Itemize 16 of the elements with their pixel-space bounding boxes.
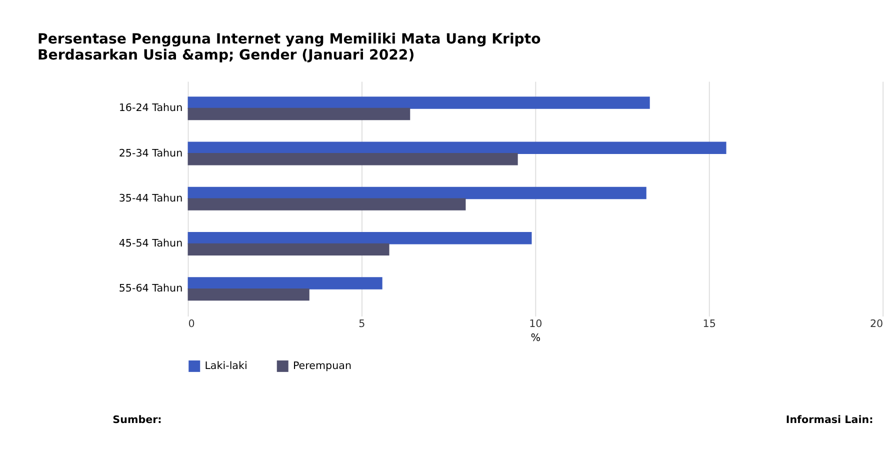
x-tick-label: 15	[702, 318, 716, 330]
x-tick-label: 5	[358, 318, 366, 330]
y-tick-label: 35-44 Tahun	[118, 192, 183, 204]
y-tick-label: 55-64 Tahun	[118, 282, 183, 295]
x-tick-label: 10	[529, 318, 542, 330]
legend-label: Laki-laki	[204, 360, 248, 372]
x-tick-label: 20	[870, 318, 884, 330]
y-tick-label: 25-34 Tahun	[118, 147, 183, 160]
chart-title: Persentase Pengguna Internet yang Memiliki Mata Uang Kripto Berdasarkan Usia &amp; Gender (Januari 2022)	[38, 32, 542, 64]
x-tick-label: 0	[188, 318, 195, 330]
legend-label: Perempuan	[292, 360, 352, 372]
y-tick-label: 45-54 Tahun	[118, 238, 183, 250]
text: Informasi Lain:	[786, 414, 874, 426]
x-axis-title: %	[530, 332, 541, 344]
text: Sumber:	[112, 414, 162, 426]
y-tick-label: 16-24 Tahun	[118, 102, 183, 114]
